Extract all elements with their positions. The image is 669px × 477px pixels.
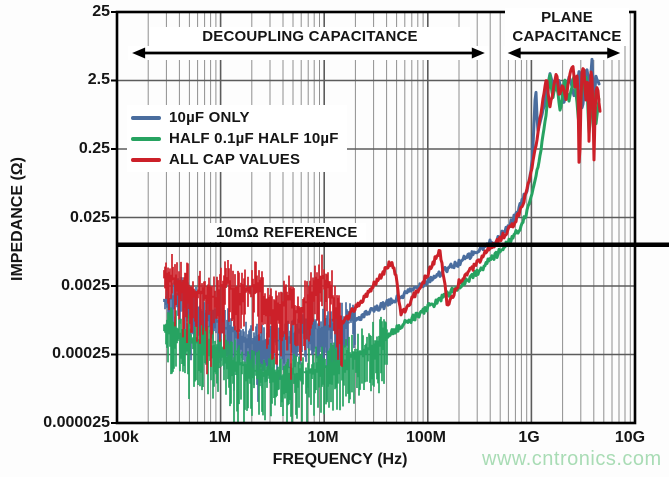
x-tick-label: 1M [208, 429, 232, 446]
y-tick-label: 2.5 [87, 71, 110, 88]
y-tick-label: 0.00025 [52, 345, 110, 362]
legend-swatch-red-line [131, 157, 161, 162]
x-axis-title: FREQUENCY (Hz) [272, 451, 408, 468]
y-tick-label: 25 [92, 3, 110, 20]
x-tick-label: 100k [103, 429, 139, 446]
y-axis-title: IMPEDANCE (Ω) [9, 157, 26, 281]
legend-label: 10µF ONLY [169, 109, 250, 126]
y-tick-label: 0.000025 [43, 414, 110, 431]
reference-line-label: 10mΩ REFERENCE [208, 223, 366, 242]
x-tick-label: 100M [405, 429, 447, 446]
legend-swatch-blue-line [131, 115, 161, 120]
legend-item: 10µF ONLY [131, 107, 339, 128]
legend: 10µF ONLY HALF 0.1µF HALF 10µF ALL CAP V… [127, 105, 347, 172]
legend-swatch-green-line [131, 136, 161, 141]
legend-label: HALF 0.1µF HALF 10µF [169, 130, 339, 147]
legend-label: ALL CAP VALUES [169, 151, 301, 168]
watermark: www.cntronics.com [482, 448, 662, 470]
legend-item: HALF 0.1µF HALF 10µF [131, 128, 339, 149]
y-tick-label: 0.25 [78, 140, 110, 157]
y-tick-label: 0.025 [69, 209, 110, 226]
legend-item: ALL CAP VALUES [131, 149, 339, 170]
y-tick-label: 0.0025 [61, 277, 110, 294]
plane-capacitance-annotation: PLANE CAPACITANCE [505, 8, 629, 47]
x-tick-label: 10M [307, 429, 339, 446]
decoupling-capacitance-annotation: DECOUPLING CAPACITANCE [150, 27, 470, 46]
x-tick-label: 1G [518, 429, 540, 446]
x-tick-label: 10G [614, 429, 646, 446]
